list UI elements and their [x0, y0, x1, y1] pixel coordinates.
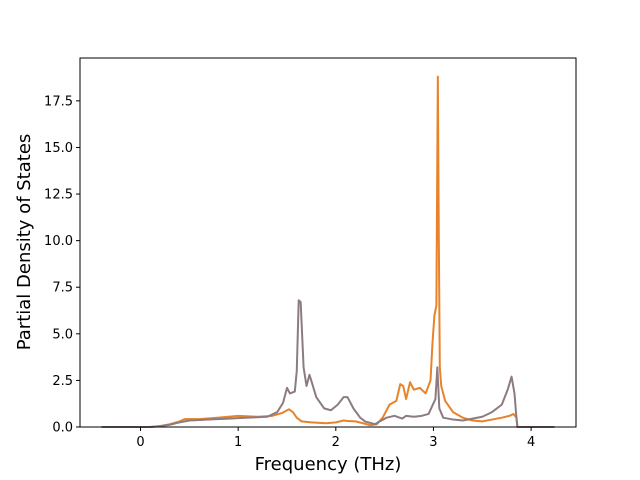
- y-tick-label: 0.0: [52, 421, 73, 436]
- x-tick-label: 3: [429, 435, 437, 450]
- y-tick-label: 2.5: [52, 374, 73, 389]
- x-tick-label: 2: [332, 435, 340, 450]
- y-tick-label: 15.0: [44, 141, 73, 156]
- series-layer: [101, 75, 555, 428]
- y-axis-label: Partial Density of States: [14, 134, 35, 351]
- plot-area: [80, 58, 576, 427]
- x-tick-label: 0: [136, 435, 144, 450]
- y-tick-label: 5.0: [52, 327, 73, 342]
- y-tick-label: 17.5: [44, 94, 73, 109]
- y-axis-ticks: 0.0 2.5 5.0 7.5 10.0 12.5 15.0 17.5: [44, 94, 80, 436]
- x-tick-label: 4: [527, 435, 535, 450]
- y-tick-label: 10.0: [44, 234, 73, 249]
- y-tick-label: 7.5: [52, 281, 73, 296]
- x-axis-ticks: 0 1 2 3 4: [136, 427, 535, 450]
- x-tick-label: 1: [234, 435, 242, 450]
- x-axis-label: Frequency (THz): [255, 454, 402, 475]
- series-line-2: [101, 299, 555, 428]
- plot-frame: [79, 57, 577, 428]
- y-tick-label: 12.5: [44, 188, 73, 203]
